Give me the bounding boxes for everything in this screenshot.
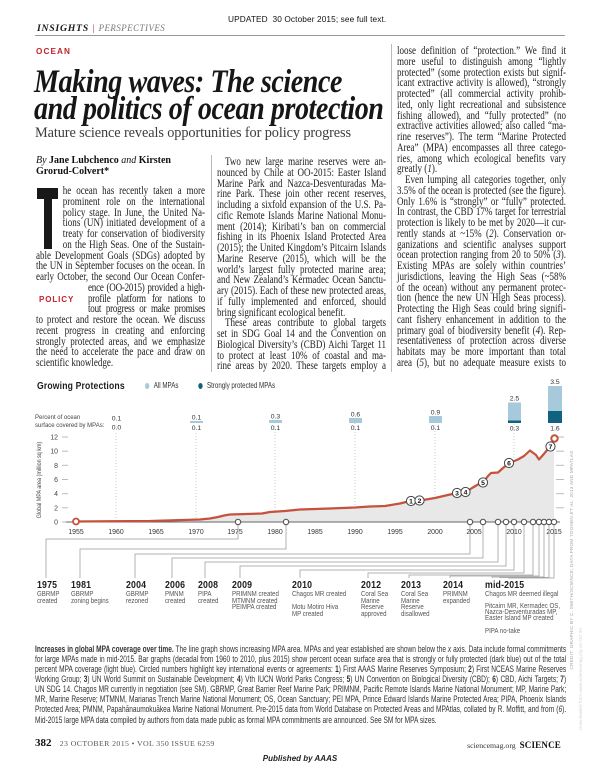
svg-text:8: 8 xyxy=(54,463,58,470)
svg-text:3.5: 3.5 xyxy=(550,379,560,386)
svg-text:0.1: 0.1 xyxy=(192,415,202,422)
svg-text:6: 6 xyxy=(507,461,511,468)
svg-text:1: 1 xyxy=(409,499,413,506)
svg-text:2000: 2000 xyxy=(427,529,442,536)
svg-text:6: 6 xyxy=(54,477,58,484)
svg-text:0.6: 0.6 xyxy=(351,412,361,419)
svg-text:2005: 2005 xyxy=(466,529,481,536)
svg-text:1990: 1990 xyxy=(347,529,362,536)
svg-text:1970: 1970 xyxy=(188,529,203,536)
svg-text:Global MPA area (million sq km: Global MPA area (million sq km) xyxy=(37,442,43,519)
svg-text:4: 4 xyxy=(54,491,58,498)
svg-text:1.6: 1.6 xyxy=(550,426,560,433)
svg-text:2.5: 2.5 xyxy=(510,396,520,403)
svg-text:0.1: 0.1 xyxy=(431,425,441,432)
svg-text:0.3: 0.3 xyxy=(510,426,520,433)
svg-text:7: 7 xyxy=(549,444,553,451)
svg-text:0.1: 0.1 xyxy=(192,425,202,432)
svg-text:0: 0 xyxy=(54,520,58,527)
svg-text:0.1: 0.1 xyxy=(112,416,122,423)
svg-text:12: 12 xyxy=(50,435,58,442)
svg-text:4: 4 xyxy=(464,490,468,497)
svg-text:1955: 1955 xyxy=(68,529,83,536)
svg-text:0.3: 0.3 xyxy=(271,414,281,421)
svg-text:1985: 1985 xyxy=(307,529,322,536)
svg-text:0.1: 0.1 xyxy=(351,425,361,432)
svg-text:1965: 1965 xyxy=(148,529,163,536)
svg-text:2: 2 xyxy=(418,498,422,505)
svg-text:5: 5 xyxy=(481,480,485,487)
svg-text:1995: 1995 xyxy=(387,529,402,536)
svg-text:0.9: 0.9 xyxy=(431,410,441,417)
svg-text:1975: 1975 xyxy=(227,529,242,536)
svg-text:1980: 1980 xyxy=(267,529,282,536)
svg-text:2: 2 xyxy=(54,505,58,512)
svg-text:10: 10 xyxy=(50,449,58,456)
svg-text:1960: 1960 xyxy=(108,529,123,536)
svg-text:0.0: 0.0 xyxy=(112,425,122,432)
svg-text:0.1: 0.1 xyxy=(271,425,281,432)
svg-text:3: 3 xyxy=(455,491,459,498)
